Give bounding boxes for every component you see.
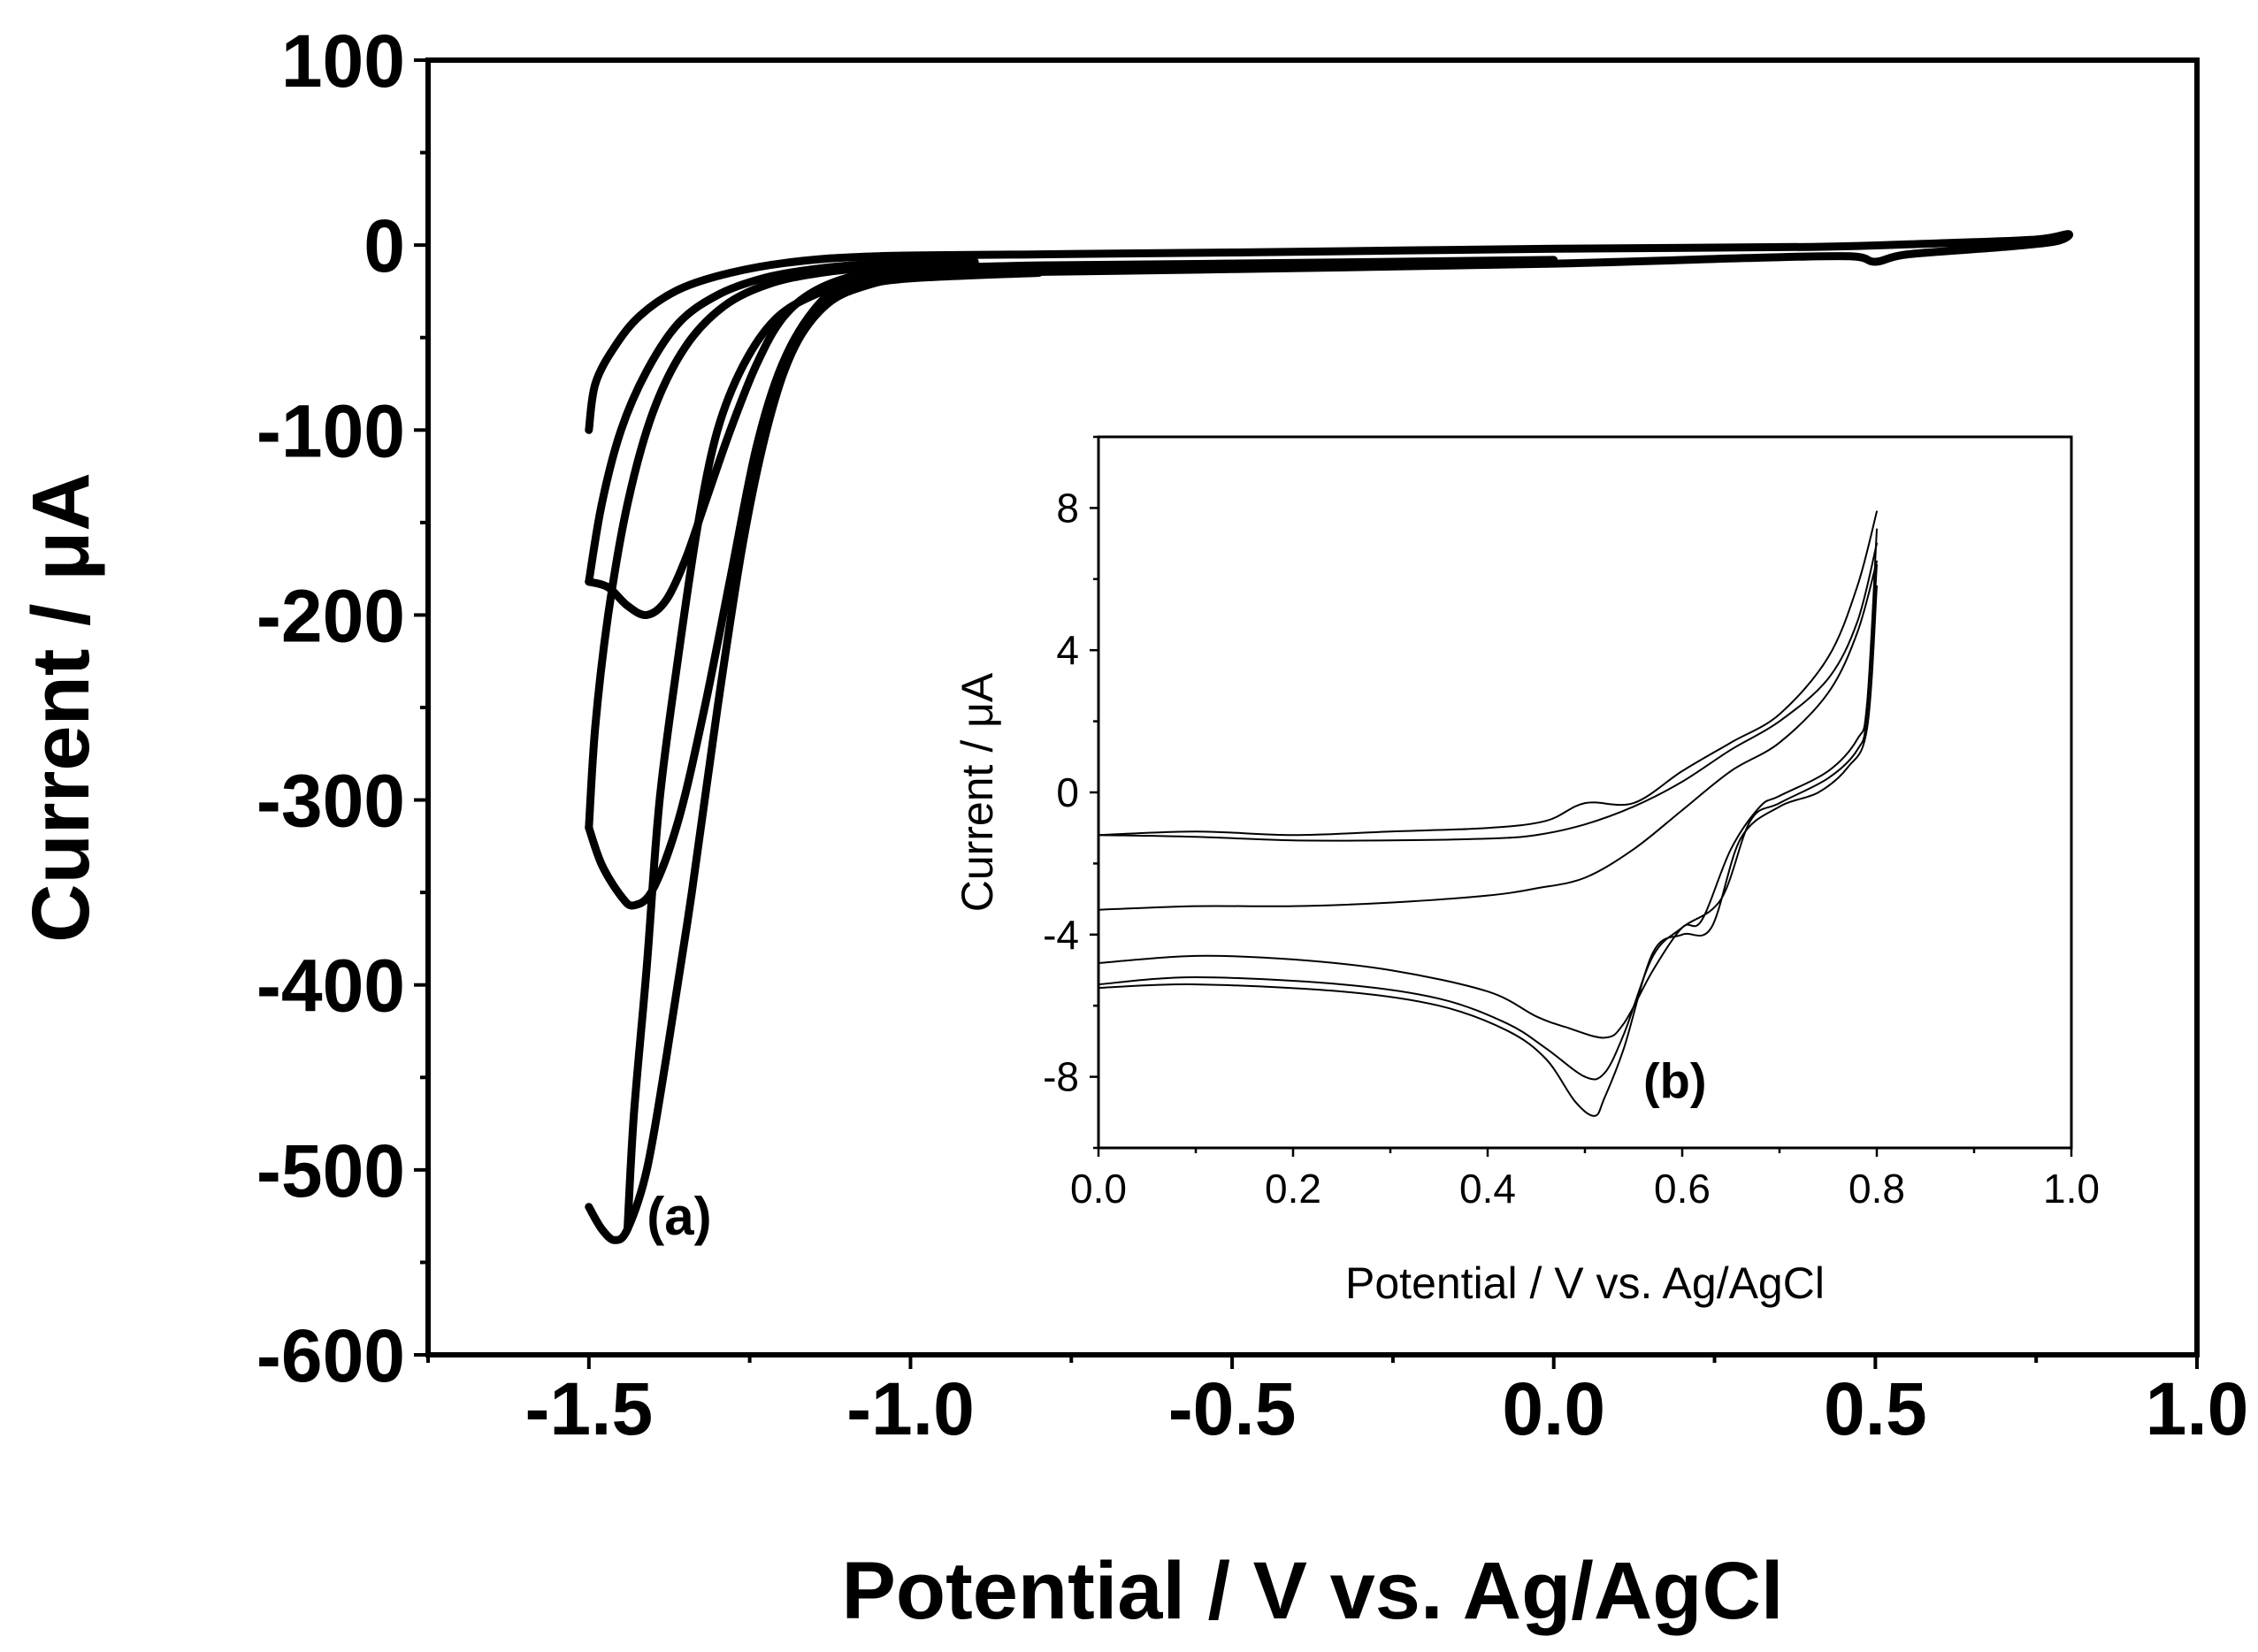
y-tick-label: 100 bbox=[281, 19, 405, 103]
y-tick-label: 8 bbox=[1056, 485, 1079, 531]
x-tick-label: -1.5 bbox=[524, 1367, 653, 1450]
y-tick-label: -600 bbox=[256, 1314, 405, 1397]
x-tick-label: 1.0 bbox=[2043, 1166, 2100, 1212]
series-line-return-3 bbox=[624, 269, 979, 1234]
x-tick-label: 0.2 bbox=[1265, 1166, 1321, 1212]
inset-chart: 0.0 0.2 0.4 0.6 0.8 1.0 8 4 0 -4 -8 (b) Potential … bbox=[953, 435, 2100, 1308]
y-tick-label: -100 bbox=[256, 389, 405, 472]
inset-y-axis-label: Current / μA bbox=[953, 672, 1002, 912]
main-chart: -1.5 -1.0 -0.5 0.0 0.5 1.01000-100-200-300-40… bbox=[16, 19, 2248, 1636]
x-tick-label: 0.0 bbox=[1502, 1367, 1605, 1450]
x-tick-label: -0.5 bbox=[1168, 1367, 1297, 1450]
x-tick-label: 0.6 bbox=[1654, 1166, 1711, 1212]
y-tick-label: -300 bbox=[256, 760, 405, 843]
series-line-anodic-3 bbox=[1098, 560, 1878, 911]
y-tick-label: -4 bbox=[1043, 912, 1079, 958]
inset-series-group bbox=[1098, 510, 1878, 1117]
series-line-cathodic-3 bbox=[1098, 585, 1878, 1117]
main-y-axis-label: Current / μA bbox=[16, 472, 106, 943]
main-x-axis-label: Potential / V vs. Ag/AgCl bbox=[842, 1546, 1784, 1636]
main-series-group bbox=[585, 230, 2073, 1244]
x-tick-label: 0.0 bbox=[1070, 1166, 1127, 1212]
main-annotation-a: (a) bbox=[647, 1187, 711, 1246]
series-line-anodic-2 bbox=[1098, 542, 1878, 842]
y-tick-label: -8 bbox=[1043, 1054, 1079, 1100]
y-tick-label: -500 bbox=[256, 1129, 405, 1212]
series-line-return-2 bbox=[585, 261, 979, 832]
x-tick-label: 0.4 bbox=[1459, 1166, 1516, 1212]
main-axis-ticks: -1.5 -1.0 -0.5 0.0 0.5 1.01000-100-200-300-40… bbox=[256, 19, 2249, 1450]
inset-plot-frame bbox=[1097, 435, 2073, 1150]
y-tick-label: -200 bbox=[256, 574, 405, 657]
series-line-anodic-1 bbox=[1098, 510, 1878, 837]
series-line-cathodic-1 bbox=[1098, 528, 1878, 1039]
y-tick-label: 0 bbox=[1056, 769, 1079, 815]
inset-axis-ticks: 0.0 0.2 0.4 0.6 0.8 1.0 8 4 0 -4 -8 bbox=[1043, 435, 2100, 1212]
x-tick-label: 1.0 bbox=[2146, 1367, 2249, 1450]
y-tick-label: 4 bbox=[1056, 627, 1079, 673]
x-tick-label: 0.5 bbox=[1824, 1367, 1927, 1450]
x-tick-label: -1.0 bbox=[846, 1367, 975, 1450]
y-tick-label: -400 bbox=[256, 945, 405, 1028]
y-tick-label: 0 bbox=[364, 204, 405, 287]
x-tick-label: 0.8 bbox=[1848, 1166, 1905, 1212]
inset-annotation-b: (b) bbox=[1643, 1053, 1707, 1109]
inset-x-axis-label: Potential / V vs. Ag/AgCl bbox=[1345, 1258, 1825, 1308]
series-line-cathodic-2 bbox=[1098, 563, 1878, 1081]
